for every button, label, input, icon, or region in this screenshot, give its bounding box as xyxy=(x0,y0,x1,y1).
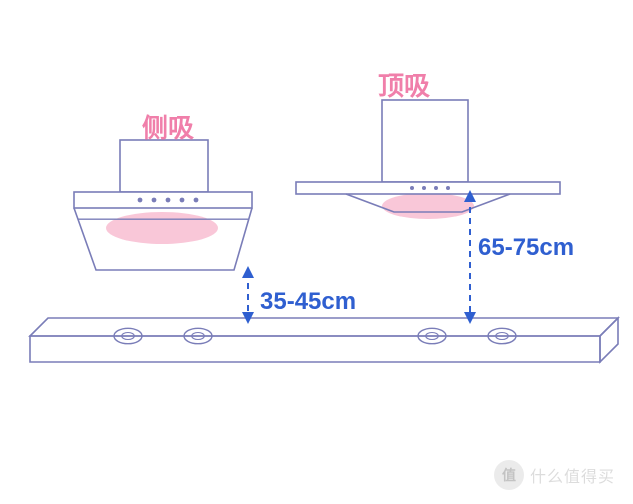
top-suction-hood xyxy=(296,100,560,219)
side-hood-dimension: 35-45cm xyxy=(260,288,356,316)
watermark-badge-icon: 值 xyxy=(494,460,524,490)
watermark-text: 什么值得买 xyxy=(530,463,615,487)
side-hood-title: 侧吸 xyxy=(142,108,194,145)
top-hood-title: 顶吸 xyxy=(378,66,430,103)
watermark: 值 什么值得买 xyxy=(494,460,615,490)
side-suction-hood xyxy=(74,140,252,270)
countertop xyxy=(30,318,618,362)
top-hood-dimension: 65-75cm xyxy=(478,234,574,262)
